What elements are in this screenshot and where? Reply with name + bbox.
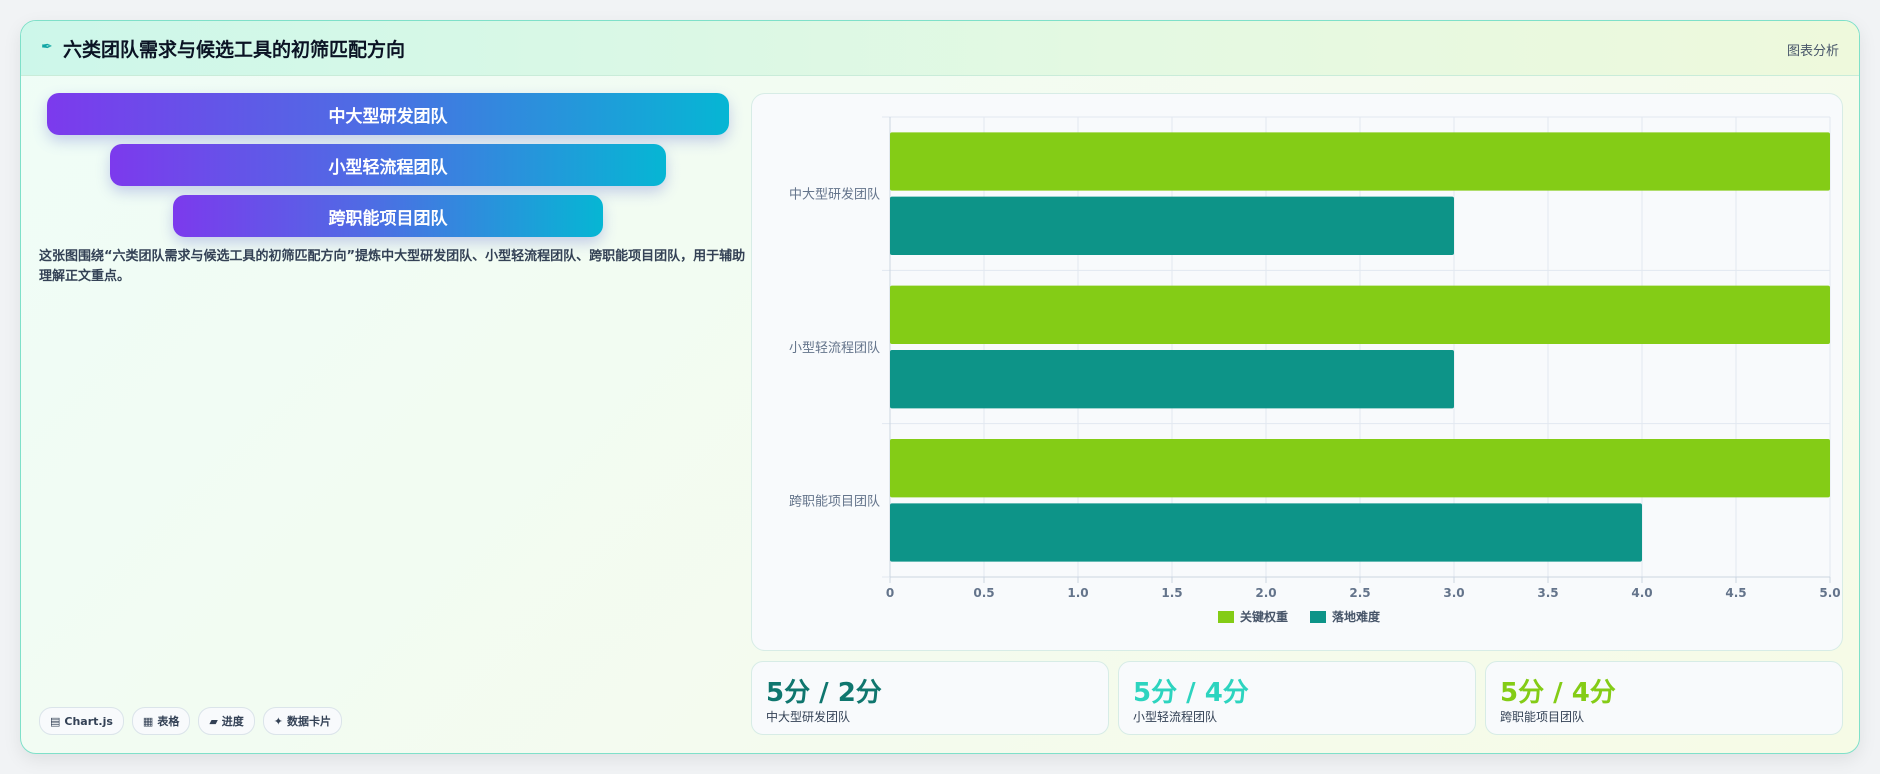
chip-label: Chart.js [64, 714, 113, 728]
x-tick-label: 1.0 [1067, 586, 1088, 600]
bar-difficulty [890, 503, 1642, 562]
tier-pill-1: 中大型研发团队 [47, 93, 729, 135]
page-title: 六类团队需求与候选工具的初筛匹配方向 [63, 39, 406, 61]
x-tick-label: 1.5 [1161, 586, 1182, 600]
chart-description: 这张图围绕“六类团队需求与候选工具的初筛匹配方向”提炼中大型研发团队、小型轻流程… [39, 249, 746, 284]
chart-icon: ▤ [50, 714, 61, 728]
y-tick-label: 小型轻流程团队 [789, 341, 880, 356]
kpi-card-3: 5分 / 4分 跨职能项目团队 [1485, 661, 1843, 735]
card-header: ✒ 六类团队需求与候选工具的初筛匹配方向 图表分析 [21, 21, 1859, 76]
y-tick-label: 中大型研发团队 [789, 187, 880, 203]
section-tag: 图表分析 [1786, 44, 1839, 59]
tag-chips: ▤ Chart.js ▦ 表格 ▰ 进度 ✦ 数据卡片 [39, 707, 343, 735]
legend-swatch [1310, 611, 1326, 623]
sparkle-icon: ✦ [273, 714, 284, 728]
y-tick-label: 跨职能项目团队 [789, 494, 880, 509]
legend-label: 关键权重 [1240, 609, 1288, 624]
dashboard-card: ✒ 六类团队需求与候选工具的初筛匹配方向 图表分析 中大型研发团队 小型轻流程团… [20, 20, 1860, 754]
x-tick-label: 4.0 [1631, 586, 1652, 600]
table-icon: ▦ [142, 714, 154, 728]
chip-chartjs[interactable]: ▤ Chart.js [39, 707, 124, 735]
kpi-card-1: 5分 / 2分 中大型研发团队 [751, 661, 1109, 735]
x-tick-label: 2.5 [1349, 586, 1370, 600]
pen-icon: ✒ [41, 39, 53, 55]
legend-label: 落地难度 [1332, 609, 1381, 624]
tier-pill-3: 跨职能项目团队 [173, 195, 603, 237]
kpi-value: 5分 / 4分 [1133, 678, 1249, 708]
chip-table[interactable]: ▦ 表格 [131, 707, 191, 735]
x-tick-label: 2.0 [1255, 586, 1276, 600]
chip-data-card[interactable]: ✦ 数据卡片 [262, 707, 343, 735]
x-tick-label: 5.0 [1819, 586, 1840, 600]
bar-weight [890, 132, 1830, 191]
bar-weight [890, 285, 1830, 344]
x-tick-label: 4.5 [1725, 586, 1746, 600]
bar-difficulty [890, 196, 1454, 255]
tier-pill-2: 小型轻流程团队 [110, 144, 666, 186]
chip-label: 表格 [157, 715, 180, 728]
x-tick-label: 0.5 [973, 586, 994, 600]
kpi-value: 5分 / 2分 [766, 678, 882, 708]
bar-weight [890, 439, 1830, 498]
kpi-label: 小型轻流程团队 [1133, 710, 1218, 724]
bar-chart: 0 0.5 1.0 1.5 2.0 2.5 3.0 3.5 4.0 4.5 5.0 中大型研发团队小型… [789, 116, 1841, 624]
chart-panel: 0 0.5 1.0 1.5 2.0 2.5 3.0 3.5 4.0 4.5 5.0 中大型研发团队 小型… [751, 93, 1843, 651]
legend-swatch [1218, 611, 1234, 623]
chip-label: 数据卡片 [287, 715, 332, 728]
x-tick-label: 3.0 [1443, 586, 1464, 600]
chip-label: 进度 [221, 715, 244, 728]
x-tick-label: 3.5 [1537, 586, 1558, 600]
x-tick-label: 0 [886, 586, 894, 600]
chip-progress[interactable]: ▰ 进度 [198, 707, 255, 735]
bar-difficulty [890, 350, 1454, 409]
kpi-label: 跨职能项目团队 [1500, 710, 1585, 724]
kpi-label: 中大型研发团队 [766, 710, 851, 724]
kpi-value: 5分 / 4分 [1500, 678, 1616, 708]
kpi-card-2: 5分 / 4分 小型轻流程团队 [1118, 661, 1476, 735]
progress-icon: ▰ [209, 714, 218, 728]
